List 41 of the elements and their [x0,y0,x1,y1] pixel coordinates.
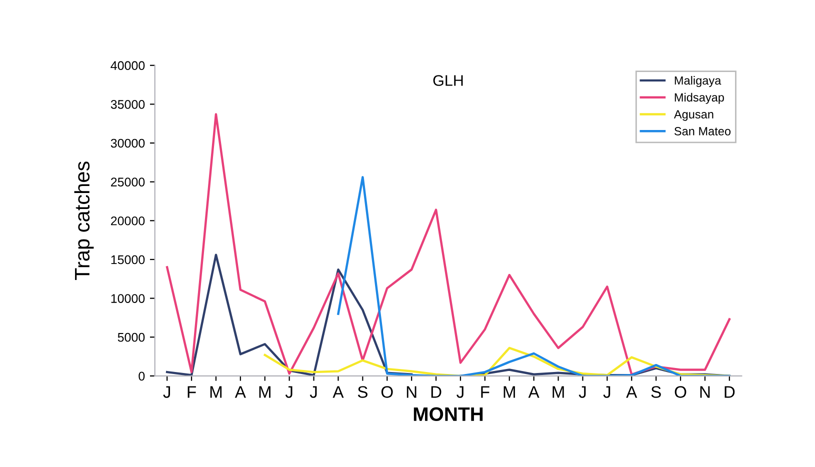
x-tick-label: F [481,386,490,398]
legend-label: Midsayap [674,92,724,104]
y-tick-label: 20000 [111,216,145,226]
x-tick-label: M [259,386,270,398]
chart-title: GLH [433,75,463,86]
x-tick-label: D [431,386,442,398]
x-tick-label: M [504,386,515,398]
x-tick-label: J [456,386,464,398]
x-tick-label: A [528,386,540,398]
x-tick-label: D [724,386,735,398]
x-tick-label: M [210,386,222,398]
x-tick-label: O [381,386,393,398]
x-tick-label: M [552,386,564,398]
y-tick-label: 25000 [111,178,145,186]
y-tick-label: 30000 [110,138,145,148]
x-tick-label: A [332,386,344,398]
line-series [337,176,731,376]
x-tick-label: J [285,386,292,398]
x-tick-label: J [603,386,610,398]
x-tick-label: A [626,386,638,398]
y-tick-label: 35000 [110,100,145,109]
y-tick-label: 0 [138,372,145,381]
y-tick-label: 15000 [111,255,145,264]
y-tick-label: 10000 [111,294,145,303]
x-tick-label: A [234,386,246,398]
y-tick-label: 5000 [118,332,145,342]
x-tick-label: N [700,386,710,398]
x-tick-label: N [406,386,416,398]
x-tick-label: S [651,386,661,398]
x-tick-label: O [674,386,686,398]
x-axis-title: MONTH [414,407,483,422]
y-tick-label: 40000 [110,61,145,70]
x-tick-label: J [163,386,170,398]
legend-label: Agusan [674,110,714,121]
x-tick-label: S [358,386,368,398]
x-tick-label: J [578,386,586,398]
y-axis-title: Trap catches [74,162,94,280]
x-tick-label: J [310,386,317,398]
legend-label: San Mateo [674,127,731,136]
legend-label: Maligaya [674,76,722,88]
x-tick-label: F [188,386,196,398]
